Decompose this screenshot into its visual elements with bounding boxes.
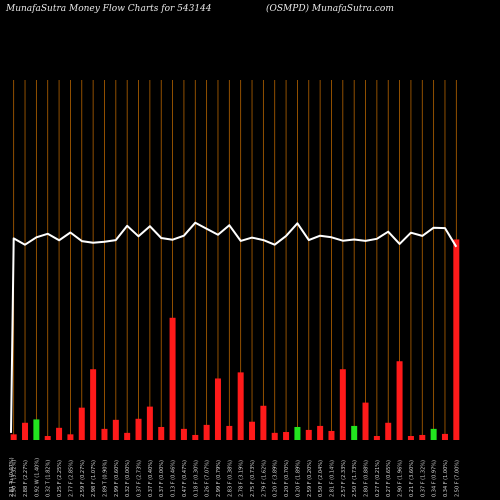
x-tick-label: 0.37 F (2.73%)	[137, 460, 143, 497]
money-flow-bar	[430, 428, 437, 440]
money-flow-bar	[135, 418, 142, 440]
money-flow-bar	[101, 428, 108, 440]
money-flow-bar	[385, 422, 392, 440]
money-flow-bar	[158, 426, 165, 440]
x-tick-label: 0.92 W (1.40%)	[34, 458, 40, 497]
grid-lines	[13, 80, 457, 440]
x-tick-label: 2.98 F (1.07%)	[91, 460, 97, 497]
money-flow-bar	[373, 436, 380, 440]
money-flow-bar	[78, 407, 85, 440]
money-flow-bar	[271, 432, 278, 440]
x-tick-label: 0.37 F (0.00%)	[159, 460, 165, 497]
x-tick-label: 2.50 F (7.00%)	[454, 460, 460, 497]
money-flow-bar	[124, 432, 131, 440]
money-flow-bar	[10, 434, 17, 440]
x-tick-label: 0.26 F (7.07%)	[205, 460, 211, 497]
x-tick-label: 2.83 F (0.38%)	[227, 460, 233, 497]
x-tick-label: 2.57 F (2.33%)	[341, 460, 347, 497]
money-flow-bar	[44, 436, 51, 440]
x-tick-label: 2.88 F (2.27%)	[23, 460, 29, 497]
x-tick-label: 2.77 F (2.85%)	[68, 460, 74, 497]
x-tick-label: 2.50 F (1.73%)	[352, 460, 358, 497]
flow-series-line	[10, 221, 458, 433]
x-tick-label: 2.89 T (0.90%)	[103, 460, 109, 497]
money-flow-bar	[305, 429, 312, 440]
money-flow-bar	[180, 428, 187, 440]
x-tick-label: 0.18 F (0.30%)	[193, 460, 199, 497]
money-flow-bar	[419, 434, 426, 440]
money-flow-bar	[67, 434, 74, 440]
money-flow-bar	[33, 419, 40, 440]
money-flow-bar	[237, 372, 244, 440]
x-tick-label: 0.34 F (1.00%)	[443, 460, 449, 497]
chart-subtitle: (OSMPD) MunafaSutra.com	[266, 4, 394, 14]
money-flow-bar	[192, 434, 199, 440]
x-tick-label: 0.21 F (3.60%)	[409, 460, 415, 497]
money-flow-bar	[112, 419, 119, 440]
flow-line	[10, 221, 458, 433]
x-tick-label: 0.32 T (1.82%)	[46, 460, 52, 497]
money-flow-bar	[214, 378, 221, 440]
x-tick-label: 2.81 F (0.14%)	[330, 460, 336, 497]
x-tick-label: 2.78 F (3.19%)	[239, 460, 245, 497]
money-flow-bar	[146, 406, 153, 440]
x-tick-label: 0.25 F (2.25%)	[57, 460, 63, 497]
money-flow-bar	[351, 425, 358, 440]
x-tick-label: 2.90 F (1.96%)	[398, 460, 404, 497]
money-flow-bar	[453, 239, 460, 440]
x-tick-label: 0.37 F (1.32%)	[420, 460, 426, 497]
money-flow-bar	[339, 369, 346, 440]
chart-title: MunafaSutra Money Flow Charts for 543144	[6, 4, 212, 14]
x-tick-label: 0.50 F (2.04%)	[318, 460, 324, 497]
money-flow-bar	[396, 361, 403, 440]
x-tick-label: 2.90 T (3.32%)	[12, 460, 18, 497]
x-tick-label: 2.81 Tu (0.07%)	[9, 457, 15, 497]
x-tick-label: 2.99 F (0.60%)	[114, 460, 120, 497]
money-flow-bar	[169, 317, 176, 440]
bars	[10, 239, 460, 440]
x-tick-label: 0.13 F (0.46%)	[171, 460, 177, 497]
money-flow-bar	[328, 430, 335, 440]
x-tick-label: 2.59 F (0.20%)	[307, 460, 313, 497]
x-tick-label: 0.47 F (0.47%)	[182, 460, 188, 497]
money-flow-bar	[283, 432, 290, 440]
money-flow-bar	[294, 426, 301, 440]
money-flow-bar	[56, 427, 63, 440]
money-flow-bar	[407, 436, 414, 440]
money-flow-bar	[317, 425, 324, 440]
x-tick-label: 0.27 F (0.21%)	[375, 460, 381, 497]
x-tick-label: 0.27 F (0.65%)	[386, 460, 392, 497]
x-tick-label: 2.75 F (0.73%)	[250, 460, 256, 497]
money-flow-bar	[226, 425, 233, 440]
x-tick-label: 2.79 F (1.62%)	[261, 460, 267, 497]
x-tick-label: 0.20 F (0.70%)	[284, 460, 290, 497]
x-tick-label: 0.37 F (0.40%)	[148, 460, 154, 497]
money-flow-bar	[249, 421, 256, 440]
x-tick-label: 0.20 F (3.89%)	[273, 460, 279, 497]
x-tick-label: 2.80 F (0.88%)	[364, 460, 370, 497]
x-tick-label: 0.20 F (1.89%)	[295, 460, 301, 497]
money-flow-bar	[90, 369, 97, 440]
x-tick-label: 2.59 F (0.27%)	[80, 460, 86, 497]
money-flow-bar	[22, 422, 29, 440]
x-tick-label: 0.32 F (0.00%)	[125, 460, 131, 497]
x-tick-labels: 2.81 Tu (0.07%)2.90 T (3.32%) 2.88 F (2.2…	[9, 457, 460, 497]
money-flow-bar	[203, 424, 210, 440]
x-tick-label: 2.99 F (0.79%)	[216, 460, 222, 497]
money-flow-bar	[362, 402, 369, 440]
x-tick-label: 0.34 F (0.97%)	[432, 460, 438, 497]
money-flow-bar	[260, 405, 267, 440]
money-flow-bar	[441, 433, 448, 440]
